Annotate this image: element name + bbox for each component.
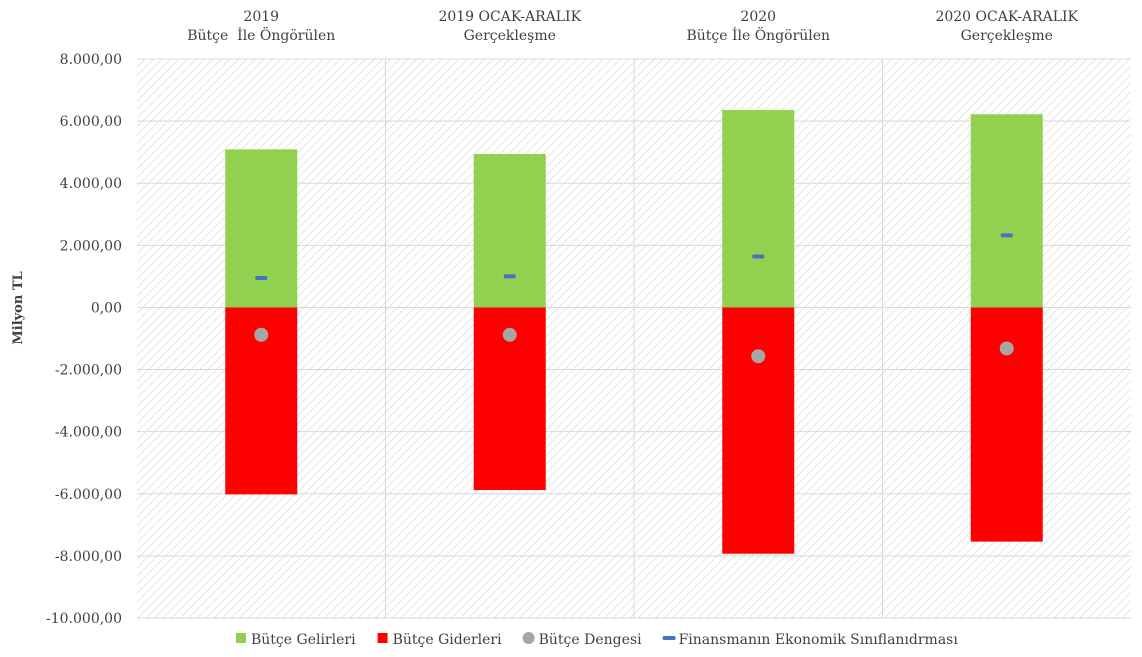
category-label: 2020 OCAK-ARALIK	[935, 9, 1078, 25]
category-label: 2020	[740, 9, 776, 25]
financing-marker	[503, 274, 516, 279]
financing-marker	[752, 254, 765, 259]
y-tick-label: 4.000,00	[60, 176, 122, 192]
y-tick-label: 8.000,00	[60, 52, 122, 68]
balance-marker	[751, 349, 766, 364]
legend-label: Finansmanın Ekonomik Sınıflanıdrması	[679, 632, 959, 648]
y-tick-label: -2.000,00	[55, 363, 122, 379]
balance-marker	[254, 327, 269, 342]
bar	[722, 307, 795, 554]
legend-swatch	[236, 633, 246, 643]
category-label: Gerçekleşme	[961, 28, 1053, 44]
legend-swatch	[377, 633, 388, 643]
bar	[473, 154, 546, 308]
category-label: Gerçekleşme	[464, 28, 556, 44]
bars	[225, 109, 1043, 554]
y-tick-label: -4.000,00	[55, 425, 122, 441]
y-axis-label: Milyon TL	[11, 271, 26, 344]
category-label: 2019 OCAK-ARALIK	[438, 9, 581, 25]
legend-swatch	[522, 632, 535, 644]
financing-marker	[255, 275, 268, 280]
balance-marker	[999, 341, 1014, 356]
y-tick-label: -6.000,00	[55, 487, 122, 503]
markers	[254, 233, 1014, 364]
balance-marker	[502, 327, 517, 342]
y-tick-label: 0,00	[91, 300, 122, 316]
legend-label: Bütçe Gelirleri	[251, 632, 356, 648]
y-tick-label: -8.000,00	[55, 549, 122, 565]
bar	[225, 149, 298, 308]
grid-lines	[137, 58, 1131, 619]
financing-marker	[1000, 233, 1013, 238]
category-label: Bütçe İle Öngörülen	[686, 26, 830, 44]
legend-label: Bütçe Giderleri	[393, 632, 503, 648]
category-label: 2019	[243, 9, 279, 25]
bar	[722, 109, 795, 308]
legend-swatch	[662, 636, 676, 640]
y-tick-label: -10.000,00	[46, 611, 122, 627]
bar	[970, 114, 1043, 308]
y-axis-ticks: 8.000,00 6.000,00 4.000,00 2.000,00 0,00 -2.0…	[46, 52, 122, 627]
y-tick-label: 6.000,00	[60, 114, 122, 130]
legend-label: Bütçe Dengesi	[539, 632, 642, 648]
category-label: Bütçe İle Öngörülen	[187, 26, 335, 44]
y-tick-label: 2.000,00	[60, 238, 122, 254]
legend: Bütçe Gelirleri Bütçe Giderleri Bütçe Deng…	[236, 632, 958, 648]
